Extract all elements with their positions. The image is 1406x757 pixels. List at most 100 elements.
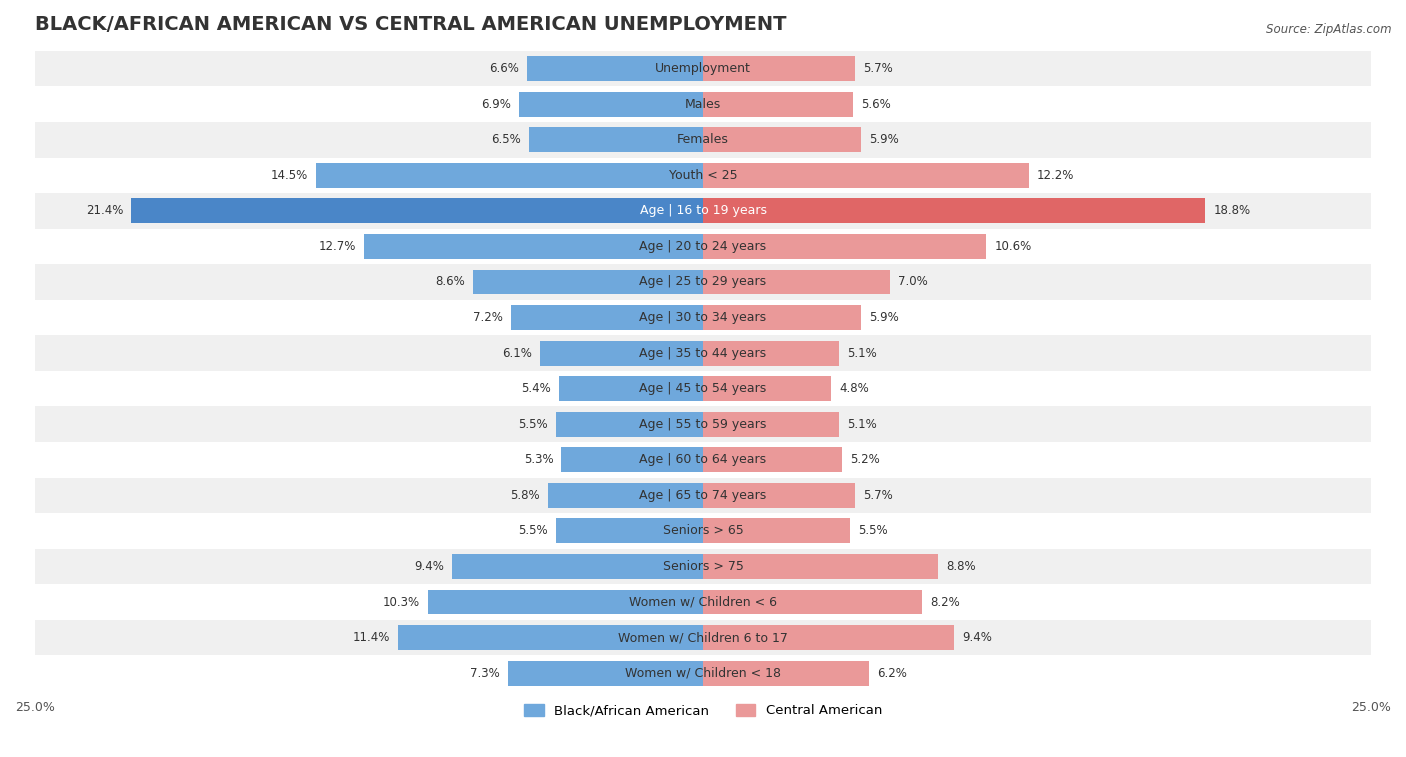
Bar [508,661,703,686]
Text: 5.9%: 5.9% [869,133,898,146]
Text: Source: ZipAtlas.com: Source: ZipAtlas.com [1267,23,1392,36]
Bar [35,193,1371,229]
Bar [703,341,839,366]
Text: Age | 45 to 54 years: Age | 45 to 54 years [640,382,766,395]
Bar [548,483,703,508]
Legend: Black/African American, Central American: Black/African American, Central American [519,699,887,723]
Bar [35,656,1371,691]
Bar [474,269,703,294]
Bar [35,549,1371,584]
Text: 5.1%: 5.1% [848,347,877,360]
Bar [35,300,1371,335]
Bar [35,86,1371,122]
Bar [703,483,855,508]
Text: 5.2%: 5.2% [851,453,880,466]
Text: Age | 60 to 64 years: Age | 60 to 64 years [640,453,766,466]
Text: 6.1%: 6.1% [502,347,531,360]
Bar [510,305,703,330]
Text: 4.8%: 4.8% [839,382,869,395]
Bar [35,122,1371,157]
Bar [529,127,703,152]
Text: 8.8%: 8.8% [946,560,976,573]
Text: Seniors > 75: Seniors > 75 [662,560,744,573]
Text: 9.4%: 9.4% [962,631,993,644]
Text: Youth < 25: Youth < 25 [669,169,737,182]
Text: 6.5%: 6.5% [492,133,522,146]
Text: 10.3%: 10.3% [382,596,420,609]
Text: Age | 25 to 29 years: Age | 25 to 29 years [640,276,766,288]
Bar [555,519,703,544]
Bar [35,584,1371,620]
Bar [703,127,860,152]
Bar [703,412,839,437]
Text: 5.6%: 5.6% [860,98,890,111]
Bar [451,554,703,579]
Text: Females: Females [678,133,728,146]
Text: 8.6%: 8.6% [436,276,465,288]
Bar [35,157,1371,193]
Text: Age | 35 to 44 years: Age | 35 to 44 years [640,347,766,360]
Bar [703,269,890,294]
Text: 6.2%: 6.2% [877,667,907,680]
Text: 8.2%: 8.2% [931,596,960,609]
Text: Age | 65 to 74 years: Age | 65 to 74 years [640,489,766,502]
Bar [703,163,1029,188]
Bar [35,442,1371,478]
Text: 7.3%: 7.3% [470,667,501,680]
Text: 7.0%: 7.0% [898,276,928,288]
Text: Age | 20 to 24 years: Age | 20 to 24 years [640,240,766,253]
Bar [35,335,1371,371]
Text: 5.4%: 5.4% [522,382,551,395]
Bar [703,447,842,472]
Text: 5.3%: 5.3% [523,453,554,466]
Text: 5.1%: 5.1% [848,418,877,431]
Text: 18.8%: 18.8% [1213,204,1250,217]
Bar [35,478,1371,513]
Text: 5.8%: 5.8% [510,489,540,502]
Text: Unemployment: Unemployment [655,62,751,75]
Bar [703,234,986,259]
Text: 5.5%: 5.5% [519,418,548,431]
Text: Males: Males [685,98,721,111]
Bar [703,92,852,117]
Text: Women w/ Children < 6: Women w/ Children < 6 [628,596,778,609]
Bar [703,519,851,544]
Text: 9.4%: 9.4% [413,560,444,573]
Bar [703,625,955,650]
Bar [519,92,703,117]
Bar [35,371,1371,407]
Text: 21.4%: 21.4% [86,204,124,217]
Text: 6.6%: 6.6% [489,62,519,75]
Bar [555,412,703,437]
Text: BLACK/AFRICAN AMERICAN VS CENTRAL AMERICAN UNEMPLOYMENT: BLACK/AFRICAN AMERICAN VS CENTRAL AMERIC… [35,15,786,34]
Bar [35,407,1371,442]
Text: 5.5%: 5.5% [519,525,548,537]
Bar [527,56,703,81]
Bar [35,51,1371,86]
Bar [703,376,831,401]
Text: 5.7%: 5.7% [863,62,893,75]
Bar [398,625,703,650]
Bar [558,376,703,401]
Bar [703,661,869,686]
Text: 5.9%: 5.9% [869,311,898,324]
Text: Women w/ Children 6 to 17: Women w/ Children 6 to 17 [619,631,787,644]
Bar [703,554,938,579]
Text: 6.9%: 6.9% [481,98,510,111]
Text: 12.2%: 12.2% [1038,169,1074,182]
Text: 5.7%: 5.7% [863,489,893,502]
Bar [131,198,703,223]
Bar [35,620,1371,656]
Bar [703,56,855,81]
Text: 12.7%: 12.7% [318,240,356,253]
Text: Seniors > 65: Seniors > 65 [662,525,744,537]
Bar [364,234,703,259]
Text: 5.5%: 5.5% [858,525,887,537]
Text: Women w/ Children < 18: Women w/ Children < 18 [626,667,780,680]
Text: Age | 16 to 19 years: Age | 16 to 19 years [640,204,766,217]
Bar [35,229,1371,264]
Text: Age | 55 to 59 years: Age | 55 to 59 years [640,418,766,431]
Bar [315,163,703,188]
Bar [703,590,922,615]
Text: 11.4%: 11.4% [353,631,391,644]
